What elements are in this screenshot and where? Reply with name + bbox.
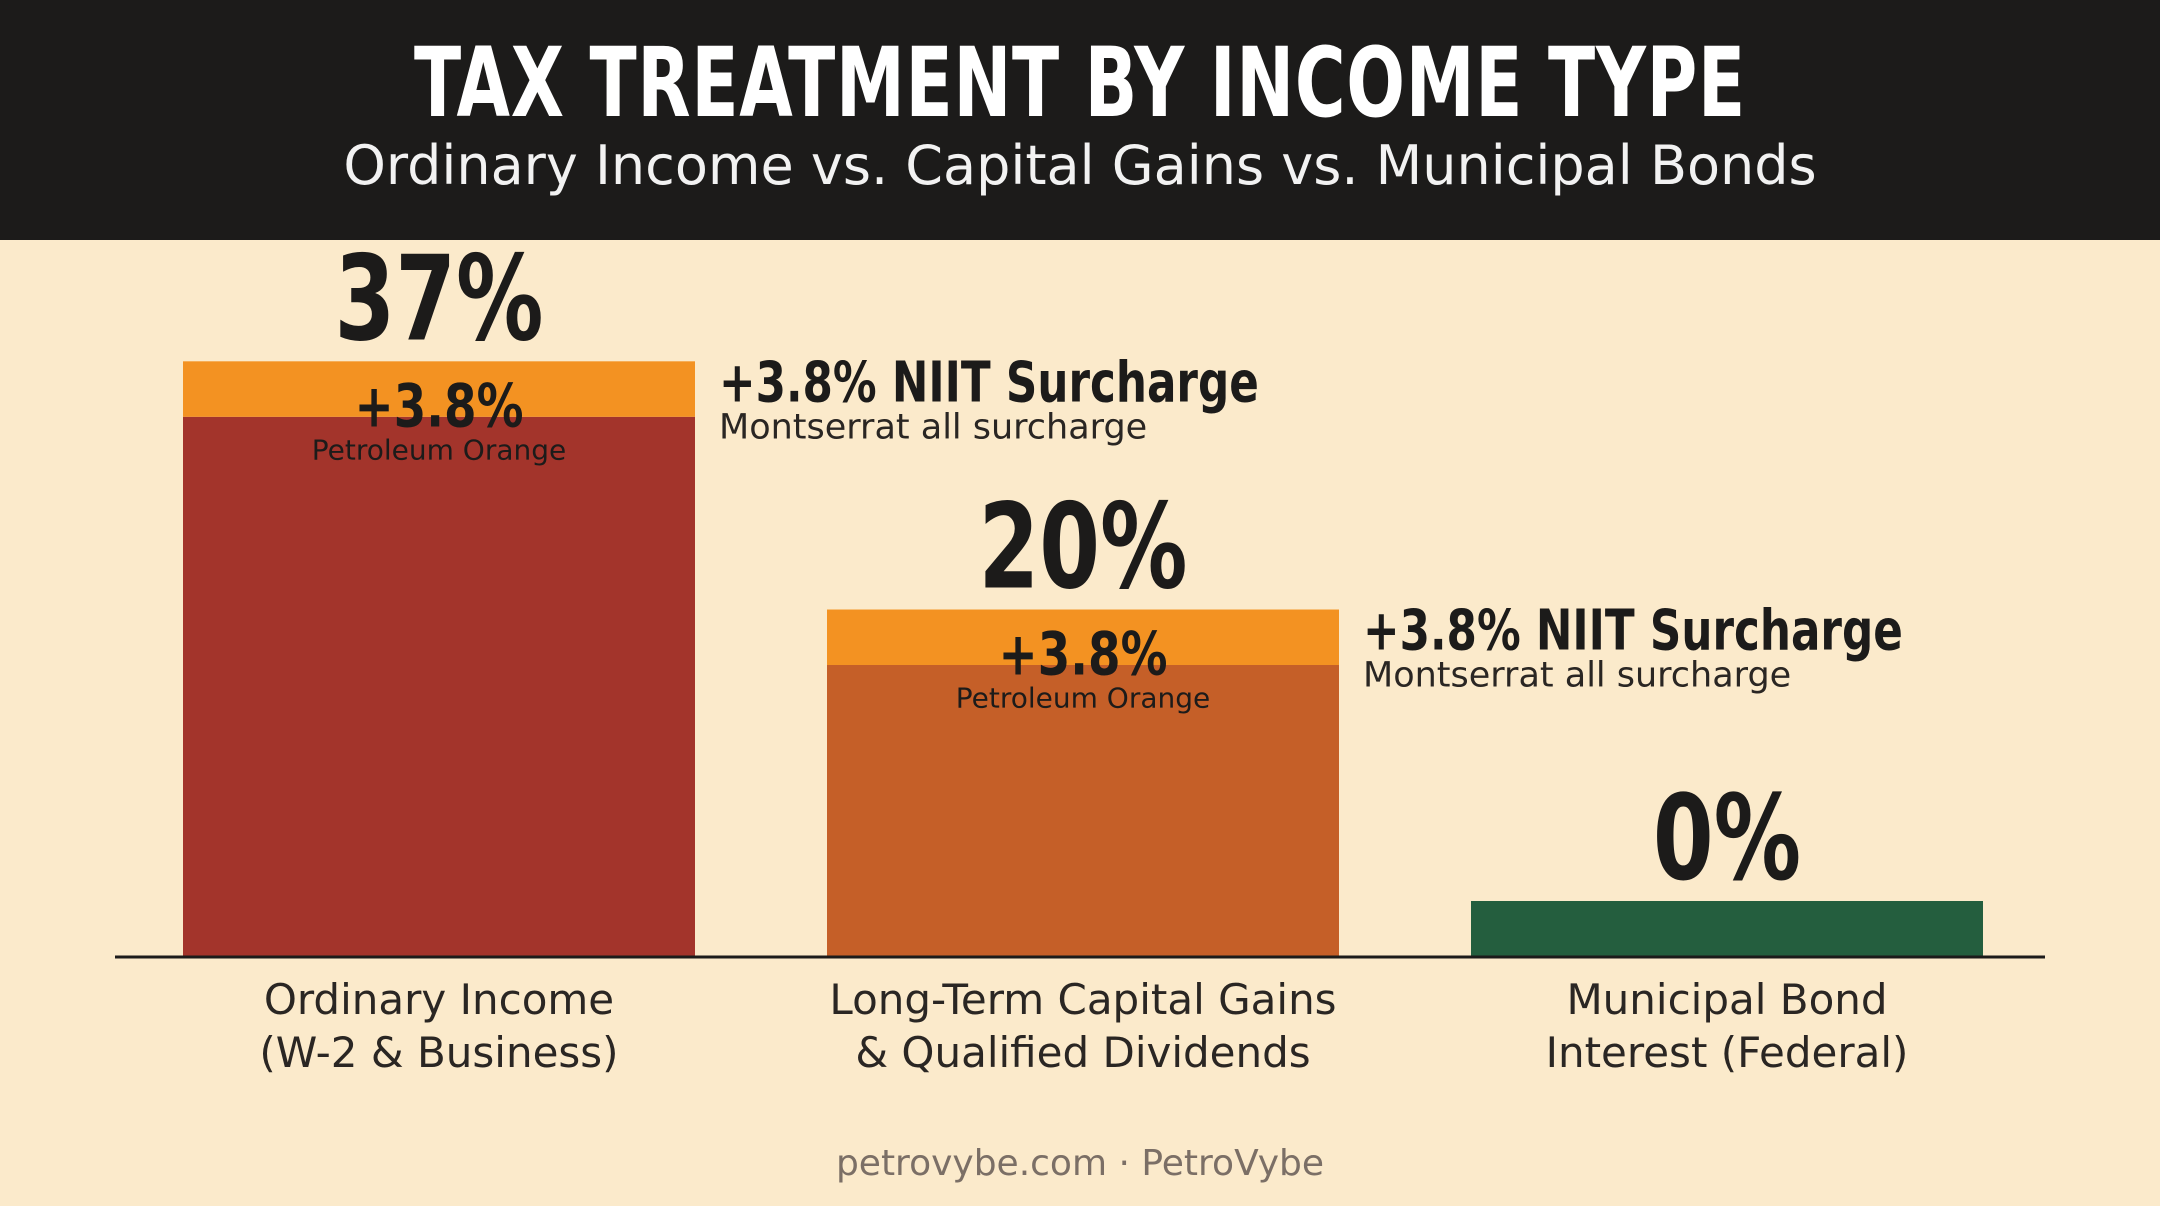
bar-2 — [1471, 901, 1983, 957]
annotation-title-0: +3.8% NIIT Surcharge — [719, 349, 1259, 415]
category-label-0-0: Ordinary Income — [264, 975, 614, 1024]
surcharge-sublabel-1: Petroleum Orange — [956, 682, 1211, 715]
value-label-2: 0% — [1653, 771, 1801, 907]
surcharge-sublabel-0: Petroleum Orange — [312, 433, 567, 466]
surcharge-segment-0 — [183, 361, 695, 417]
bar-1 — [827, 665, 1339, 957]
category-label-1-1: & Qualified Dividends — [855, 1028, 1310, 1077]
annotation-text-0: Montserrat all surcharge — [719, 407, 1147, 447]
header-band — [0, 0, 2160, 240]
surcharge-label-1: +3.8% — [999, 619, 1168, 689]
value-label-0: 37% — [335, 231, 544, 367]
annotation-title-1: +3.8% NIIT Surcharge — [1363, 597, 1903, 663]
bar-0 — [183, 416, 695, 957]
category-label-0-1: (W-2 & Business) — [259, 1028, 618, 1077]
value-label-1: 20% — [979, 480, 1188, 616]
category-label-1-0: Long-Term Capital Gains — [829, 975, 1336, 1024]
surcharge-label-0: +3.8% — [355, 371, 524, 441]
chart-title: TAX TREATMENT BY INCOME TYPE — [414, 27, 1746, 139]
footer-credit: petrovybe.com · PetroVybe — [835, 1143, 1325, 1184]
surcharge-segment-1 — [827, 609, 1339, 665]
category-label-2-0: Municipal Bond — [1566, 975, 1887, 1024]
annotation-text-1: Montserrat all surcharge — [1363, 656, 1791, 696]
category-label-2-1: Interest (Federal) — [1546, 1028, 1909, 1077]
chart-subtitle: Ordinary Income vs. Capital Gains vs. Mu… — [343, 134, 1817, 197]
